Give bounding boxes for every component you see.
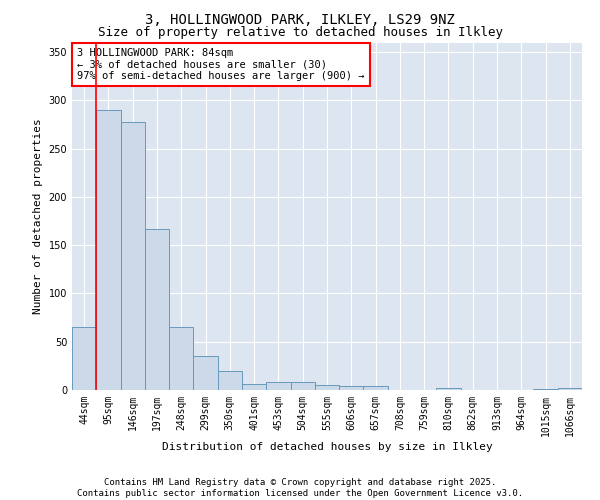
X-axis label: Distribution of detached houses by size in Ilkley: Distribution of detached houses by size … xyxy=(161,442,493,452)
Bar xyxy=(169,328,193,390)
Bar xyxy=(315,385,339,390)
Bar xyxy=(339,386,364,390)
Bar xyxy=(218,370,242,390)
Bar xyxy=(558,388,582,390)
Bar xyxy=(290,382,315,390)
Text: 3 HOLLINGWOOD PARK: 84sqm
← 3% of detached houses are smaller (30)
97% of semi-d: 3 HOLLINGWOOD PARK: 84sqm ← 3% of detach… xyxy=(77,48,365,81)
Y-axis label: Number of detached properties: Number of detached properties xyxy=(33,118,43,314)
Bar xyxy=(436,388,461,390)
Bar xyxy=(96,110,121,390)
Bar xyxy=(533,389,558,390)
Bar xyxy=(242,384,266,390)
Bar xyxy=(72,328,96,390)
Text: Contains HM Land Registry data © Crown copyright and database right 2025.
Contai: Contains HM Land Registry data © Crown c… xyxy=(77,478,523,498)
Bar xyxy=(193,356,218,390)
Bar xyxy=(145,229,169,390)
Text: Size of property relative to detached houses in Ilkley: Size of property relative to detached ho… xyxy=(97,26,503,39)
Bar xyxy=(121,122,145,390)
Text: 3, HOLLINGWOOD PARK, ILKLEY, LS29 9NZ: 3, HOLLINGWOOD PARK, ILKLEY, LS29 9NZ xyxy=(145,12,455,26)
Bar xyxy=(364,386,388,390)
Bar xyxy=(266,382,290,390)
